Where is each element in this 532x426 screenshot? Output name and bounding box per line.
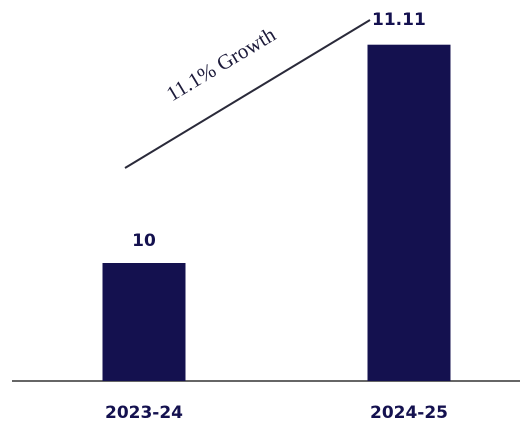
bar [367, 44, 451, 381]
annotation: 11.1% Growth [162, 22, 280, 106]
value-label: 10 [132, 231, 156, 251]
value-label: 11.11 [372, 10, 426, 30]
x-tick-label: 2024-25 [370, 403, 448, 423]
bar [102, 263, 186, 381]
growth-line [124, 19, 371, 169]
x-tick-label: 2023-24 [105, 403, 183, 423]
